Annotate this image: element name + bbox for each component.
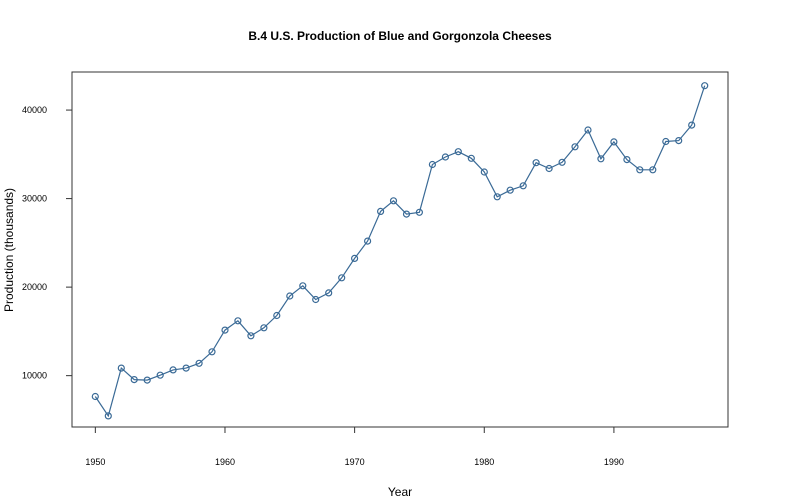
- data-point-1980: [480, 168, 488, 176]
- x-axis: 1950 1960 1970 1980 1990: [85, 427, 624, 467]
- data-point-1961: [234, 317, 242, 325]
- data-point-1971: [364, 237, 372, 245]
- y-tick-label: 10000: [22, 371, 47, 381]
- data-point-1993: [649, 166, 657, 174]
- data-point-1969: [338, 274, 346, 282]
- data-point-1978: [454, 148, 462, 156]
- series-line: [94, 85, 706, 418]
- data-point-1977: [441, 153, 449, 161]
- data-point-1963: [260, 324, 268, 332]
- y-axis: 10000 20000 30000 40000: [22, 105, 72, 381]
- data-point-1960: [221, 326, 229, 334]
- data-point-1955: [156, 371, 164, 379]
- data-point-1954: [143, 376, 151, 384]
- data-point-1967: [312, 295, 320, 304]
- data-point-1972: [377, 207, 385, 215]
- data-point-1996: [688, 121, 696, 129]
- x-tick-label: 1960: [215, 457, 235, 467]
- series-production: [91, 82, 709, 420]
- data-point-1966: [299, 282, 307, 290]
- data-point-1981: [493, 193, 501, 201]
- chart-title: B.4 U.S. Production of Blue and Gorgonzo…: [248, 29, 552, 43]
- y-tick-label: 40000: [22, 105, 47, 115]
- data-point-1970: [351, 254, 359, 262]
- y-tick-label: 20000: [22, 282, 47, 292]
- data-point-1962: [247, 332, 255, 340]
- data-point-1952: [117, 364, 125, 372]
- data-point-1982: [506, 186, 514, 194]
- y-tick-label: 30000: [22, 194, 47, 204]
- data-point-1958: [195, 359, 203, 367]
- data-point-1951: [104, 412, 112, 420]
- data-point-1964: [273, 311, 281, 320]
- data-point-1985: [545, 164, 553, 173]
- y-axis-label: Production (thousands): [2, 188, 16, 312]
- data-point-1956: [169, 366, 177, 374]
- data-point-1950: [91, 392, 99, 401]
- data-point-1984: [532, 159, 540, 167]
- data-point-1987: [571, 143, 579, 151]
- data-point-1988: [584, 126, 592, 134]
- data-point-1959: [208, 348, 216, 356]
- x-axis-label: Year: [388, 485, 412, 499]
- x-tick-label: 1950: [85, 457, 105, 467]
- data-point-1991: [623, 156, 631, 164]
- data-point-1953: [130, 376, 138, 384]
- data-point-1957: [182, 364, 190, 372]
- data-point-1990: [610, 138, 618, 146]
- x-tick-label: 1970: [345, 457, 365, 467]
- x-tick-label: 1980: [474, 457, 494, 467]
- data-point-1983: [519, 182, 527, 190]
- data-point-1989: [597, 155, 605, 163]
- data-point-1976: [428, 160, 436, 169]
- data-point-1968: [325, 289, 333, 297]
- data-point-1994: [662, 137, 670, 146]
- data-point-1965: [286, 292, 294, 300]
- x-tick-label: 1990: [604, 457, 624, 467]
- data-point-1992: [636, 166, 644, 174]
- data-point-1975: [415, 208, 423, 216]
- data-point-1995: [675, 137, 683, 145]
- data-point-1974: [402, 210, 411, 218]
- data-point-1986: [558, 158, 566, 166]
- data-point-1973: [389, 197, 398, 205]
- data-point-1979: [467, 154, 475, 162]
- plot-frame: [71, 71, 729, 428]
- data-point-1997: [701, 82, 709, 90]
